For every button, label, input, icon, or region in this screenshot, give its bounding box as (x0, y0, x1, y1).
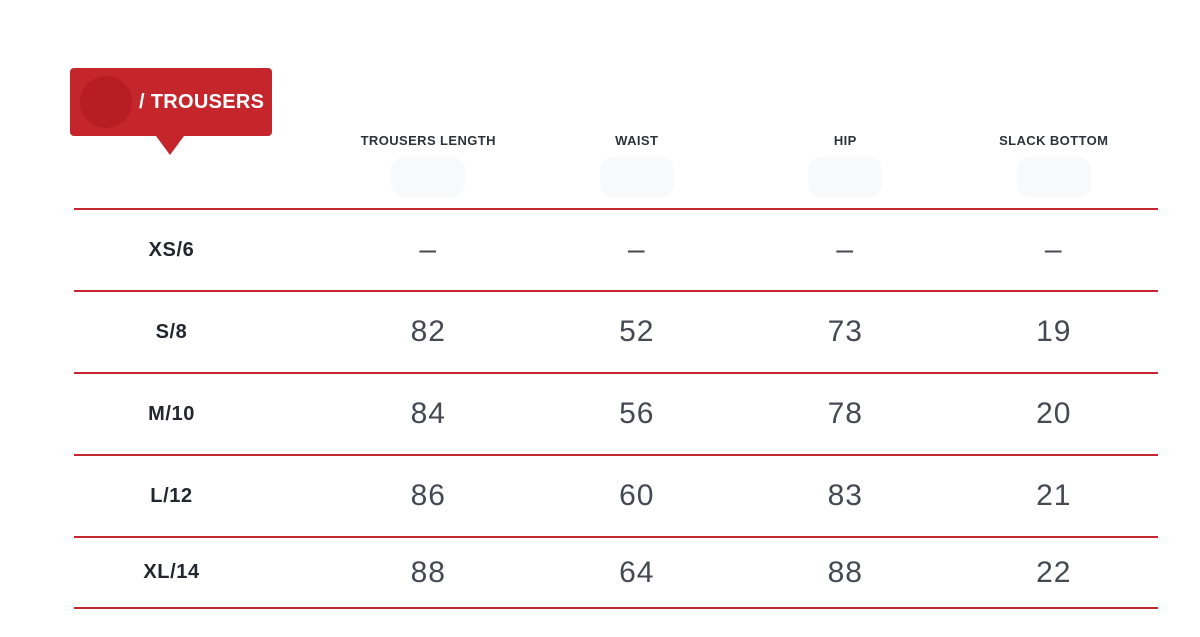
table-row: M/10 84 56 78 20 (74, 374, 1158, 456)
size-chart-table: TROUSERS LENGTH WAIST HIP SLACK BOTTOM X… (74, 120, 1158, 609)
value-hip: 73 (827, 315, 863, 348)
table-row: XL/14 88 64 88 22 (74, 538, 1158, 609)
unit-placeholder (808, 157, 883, 197)
table-header-row: TROUSERS LENGTH WAIST HIP SLACK BOTTOM (74, 120, 1158, 210)
value-trousers-length: 86 (410, 479, 446, 512)
header-cell-trousers-length: TROUSERS LENGTH (324, 120, 533, 208)
value-waist: 52 (619, 315, 655, 348)
value-slack-bottom: 22 (1036, 555, 1072, 589)
column-header-slack-bottom: SLACK BOTTOM (999, 133, 1109, 148)
unit-placeholder (599, 157, 674, 197)
value-waist: 64 (619, 555, 655, 589)
value-trousers-length: 82 (410, 315, 446, 348)
category-tab-label: / TROUSERS (139, 90, 265, 113)
size-label: S/8 (155, 320, 188, 343)
header-cell-slack-bottom: SLACK BOTTOM (950, 120, 1159, 208)
table-row: XS/6 – – – – (74, 210, 1158, 292)
header-cell-waist: WAIST (533, 120, 742, 208)
unit-placeholder (391, 157, 466, 197)
value-waist: – (627, 233, 646, 266)
size-label: XS/6 (148, 238, 195, 261)
column-header-hip: HIP (833, 133, 857, 148)
value-slack-bottom: 21 (1036, 479, 1072, 512)
value-waist: 60 (619, 479, 655, 512)
table-row: L/12 86 60 83 21 (74, 456, 1158, 538)
unit-placeholder (1016, 157, 1091, 197)
value-slack-bottom: 20 (1036, 397, 1072, 430)
table-row: S/8 82 52 73 19 (74, 292, 1158, 374)
category-tab-trousers[interactable]: / TROUSERS (70, 68, 272, 155)
value-hip: – (836, 233, 855, 266)
size-label: L/12 (150, 484, 193, 507)
brand-logo-circle-icon (80, 76, 132, 128)
size-label: XL/14 (143, 561, 200, 583)
header-cell-size (74, 120, 324, 208)
size-label: M/10 (148, 402, 195, 425)
value-trousers-length: 88 (410, 555, 446, 589)
value-slack-bottom: – (1044, 233, 1063, 266)
value-hip: 78 (827, 397, 863, 430)
value-slack-bottom: 19 (1036, 315, 1072, 348)
value-hip: 83 (827, 479, 863, 512)
tab-pointer-arrow (156, 136, 184, 155)
value-waist: 56 (619, 397, 655, 430)
column-header-waist: WAIST (615, 133, 659, 148)
column-header-trousers-length: TROUSERS LENGTH (360, 133, 496, 148)
value-hip: 88 (827, 555, 863, 589)
value-trousers-length: – (419, 233, 438, 266)
header-cell-hip: HIP (741, 120, 950, 208)
value-trousers-length: 84 (410, 397, 446, 430)
